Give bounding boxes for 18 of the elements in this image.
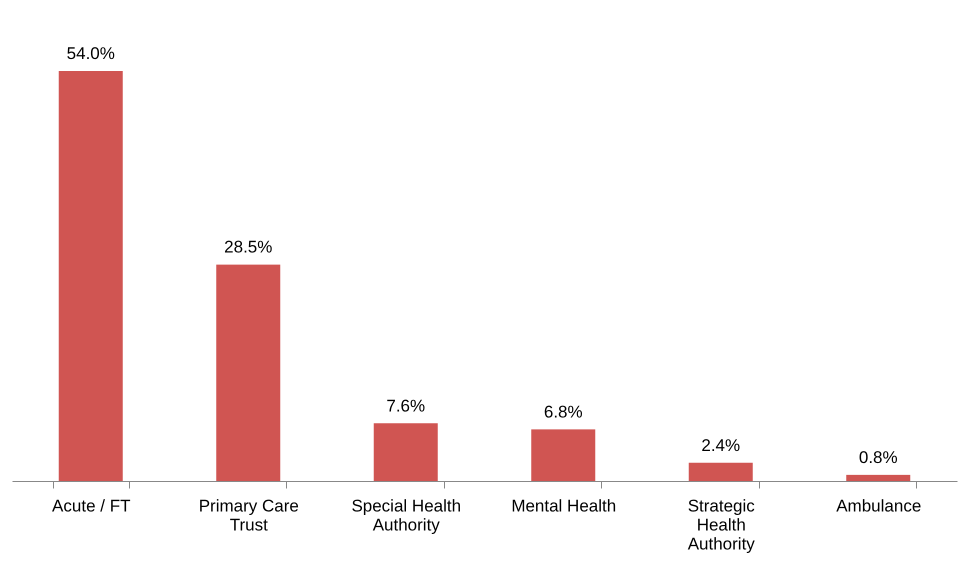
- data-label: 28.5%: [224, 238, 272, 257]
- bar: [58, 71, 123, 481]
- x-tick-label: Ambulance: [836, 496, 922, 516]
- bar: [531, 429, 596, 481]
- data-label: 6.8%: [544, 402, 583, 422]
- bar: [374, 423, 438, 481]
- x-tick-label: Acute / FT: [52, 496, 130, 516]
- data-label: 0.8%: [858, 448, 898, 467]
- x-tick-label: Primary Care Trust: [198, 496, 299, 534]
- x-tick-label: Strategic Health Authority: [688, 496, 756, 554]
- bar: [688, 462, 753, 481]
- x-tick-label: Mental Health: [511, 496, 616, 516]
- x-tick-label: Special Health Authority: [351, 496, 462, 534]
- data-label: 7.6%: [386, 396, 426, 416]
- bar: [216, 264, 280, 481]
- data-label: 2.4%: [701, 436, 740, 455]
- data-label: 54.0%: [66, 44, 115, 63]
- bar: [846, 474, 910, 481]
